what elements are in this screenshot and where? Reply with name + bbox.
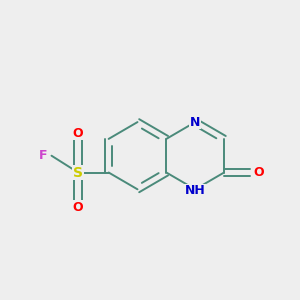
Text: N: N xyxy=(190,116,200,129)
Text: NH: NH xyxy=(185,184,206,197)
Text: O: O xyxy=(73,201,83,214)
Text: O: O xyxy=(73,127,83,140)
Text: O: O xyxy=(254,166,264,179)
Text: S: S xyxy=(73,166,83,179)
Text: F: F xyxy=(39,149,47,162)
